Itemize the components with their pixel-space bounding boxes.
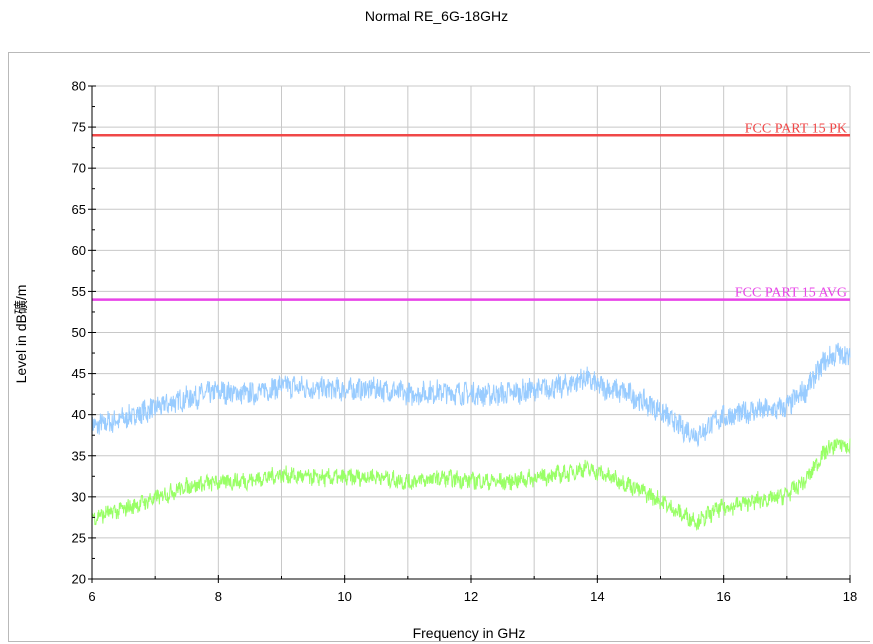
y-tick-label: 50 xyxy=(72,325,86,340)
y-tick-label: 30 xyxy=(72,489,86,504)
average-trace xyxy=(91,438,851,531)
y-tick-label: 40 xyxy=(72,407,86,422)
x-tick-label: 8 xyxy=(215,589,222,604)
x-tick-label: 10 xyxy=(337,589,351,604)
y-tick-label: 75 xyxy=(72,120,86,135)
chart-frame xyxy=(8,52,870,642)
x-tick-label: 16 xyxy=(716,589,730,604)
limit-line-label: FCC PART 15 PK xyxy=(745,121,847,136)
y-tick-label: 70 xyxy=(72,161,86,176)
x-tick-label: 6 xyxy=(88,589,95,604)
x-tick-label: 18 xyxy=(843,589,857,604)
peak-trace xyxy=(91,342,851,448)
y-tick-label: 65 xyxy=(72,202,86,217)
y-tick-label: 45 xyxy=(72,366,86,381)
y-tick-label: 25 xyxy=(72,530,86,545)
grid xyxy=(91,85,851,580)
x-tick-label: 12 xyxy=(464,589,478,604)
y-tick-label: 55 xyxy=(72,284,86,299)
axes: 20 25 30 35 40 45 50 55 60 65 70 75 80 6 8 10 12 14 16 18 xyxy=(72,79,858,605)
limit-lines: FCC PART 15 PK FCC PART 15 AVG xyxy=(92,121,850,301)
x-axis-label: Frequency in GHz xyxy=(413,625,526,641)
y-tick-label: 80 xyxy=(72,79,86,94)
chart-title: Normal RE_6G-18GHz xyxy=(364,8,509,24)
y-axis-label: Level in dB礦/m xyxy=(13,285,29,384)
y-tick-label: 20 xyxy=(72,572,86,587)
series-group xyxy=(91,342,851,531)
x-tick-label: 14 xyxy=(590,589,604,604)
y-tick-label: 60 xyxy=(72,243,86,258)
limit-line-label: FCC PART 15 AVG xyxy=(735,286,847,301)
y-tick-label: 35 xyxy=(72,448,86,463)
